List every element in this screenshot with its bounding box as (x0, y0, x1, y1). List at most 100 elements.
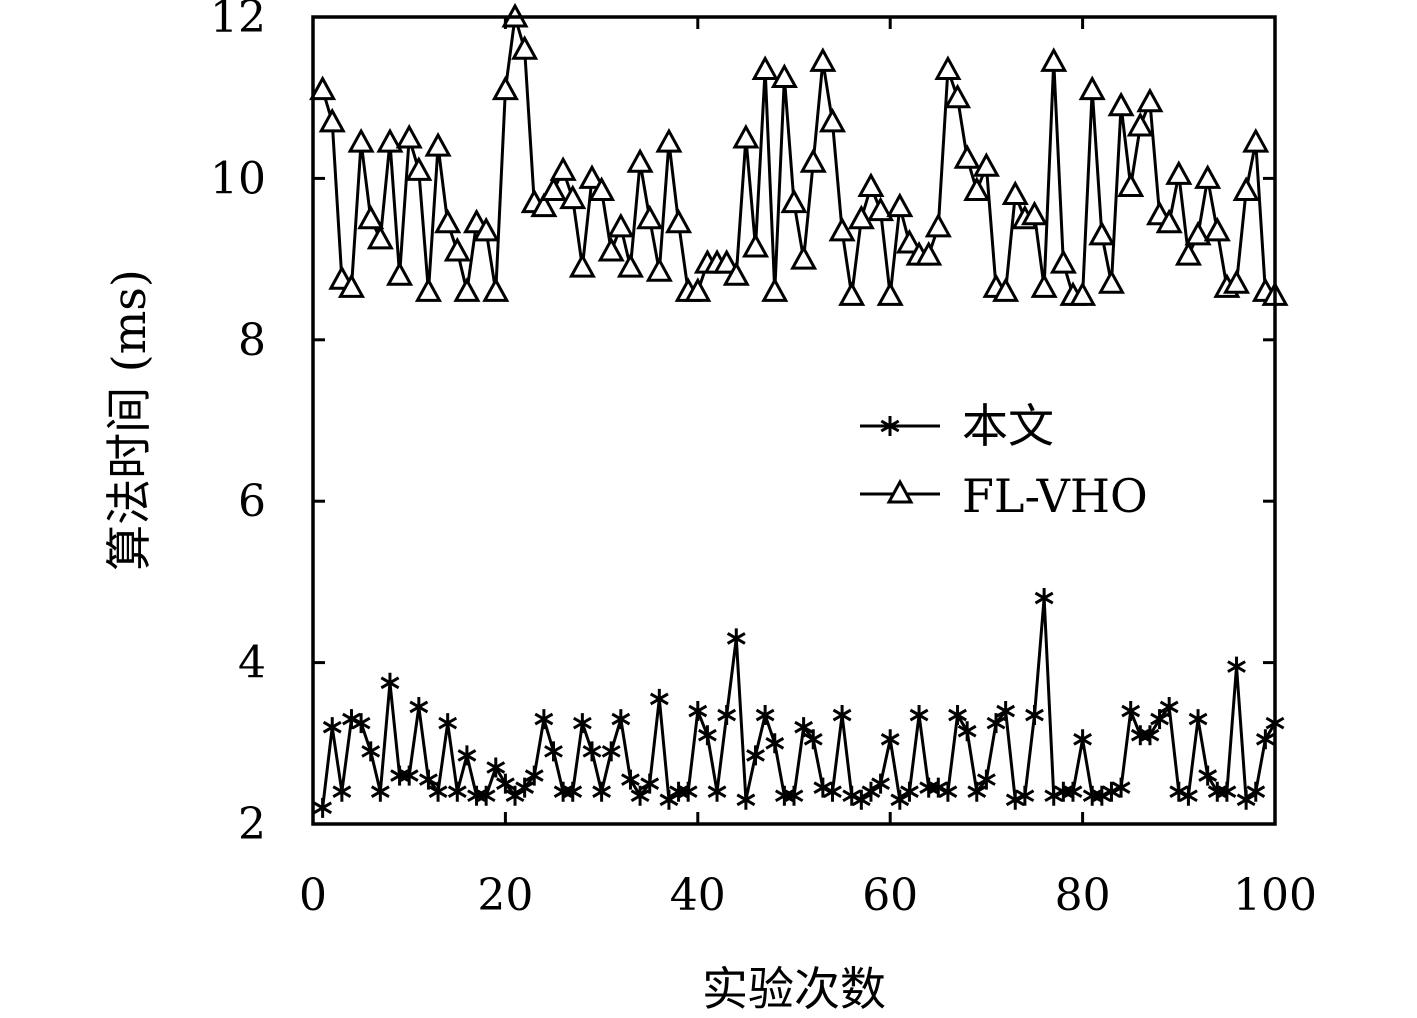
triangle-point (309, 75, 337, 101)
triangle-point (857, 172, 885, 197)
star-point (582, 741, 602, 762)
star-point (1246, 781, 1266, 802)
star-point (746, 745, 765, 766)
star-point (457, 745, 477, 766)
star-point (726, 628, 746, 649)
legend-label-fl-vho: FL-VHO (962, 469, 1148, 523)
star-point (438, 713, 458, 734)
triangle-point (559, 184, 587, 210)
triangle-point (626, 148, 654, 173)
star-point (409, 696, 429, 717)
x-tick-label: 40 (670, 870, 726, 921)
y-tick-label: 6 (238, 476, 266, 527)
triangle-point (1001, 180, 1029, 206)
star-point (563, 781, 583, 802)
star-point (505, 785, 525, 806)
triangle-point (972, 152, 1000, 177)
triangle-point (684, 277, 712, 302)
triangle-point (588, 176, 616, 202)
star-point (361, 741, 381, 762)
triangle-point (770, 63, 798, 89)
star-point (322, 717, 342, 738)
triangle-point (511, 35, 539, 60)
triangle-point (549, 156, 577, 181)
legend-item-fl-vho: FL-VHO (860, 469, 1148, 523)
star-point (1150, 709, 1169, 730)
triangle-point (1194, 164, 1222, 189)
star-point (428, 781, 448, 802)
star-point (1227, 656, 1246, 677)
star-point (880, 729, 900, 750)
triangle-point (915, 240, 943, 266)
star-point (717, 705, 737, 726)
legend-item-benwen: 本文 (860, 399, 1054, 453)
triangle-point (1126, 111, 1154, 137)
star-point (649, 688, 669, 709)
triangle-point (491, 75, 519, 101)
star-point (476, 785, 496, 806)
star-point (399, 765, 419, 786)
triangle-point (318, 107, 346, 133)
triangle-point (366, 224, 394, 250)
star-point (1015, 785, 1035, 806)
star-point (332, 781, 352, 802)
triangle-point (809, 47, 837, 72)
triangle-point (414, 277, 442, 302)
triangle-point (616, 253, 644, 278)
triangle-point (1069, 281, 1097, 306)
x-tick-label: 80 (1055, 870, 1111, 921)
triangle-point (924, 212, 952, 238)
legend: 本文 FL-VHO (860, 399, 1148, 523)
star-point (534, 709, 554, 730)
triangle-point (790, 244, 818, 270)
triangle-point (867, 196, 895, 222)
triangle-point (722, 261, 750, 286)
star-point (1217, 781, 1237, 802)
legend-star-marker (880, 416, 900, 436)
star-point (678, 781, 698, 802)
triangle-point (1107, 91, 1135, 117)
star-point (900, 781, 919, 802)
star-point (640, 773, 660, 794)
triangle-point (337, 273, 366, 298)
triangle-point (761, 277, 789, 302)
triangle-point (645, 257, 673, 282)
series-benwen (313, 588, 1285, 818)
star-point (967, 781, 987, 802)
star-point (976, 769, 996, 790)
star-point (794, 717, 814, 738)
triangle-point (876, 281, 904, 306)
triangle-point (886, 192, 914, 218)
triangle-point (1203, 216, 1231, 242)
star-point (380, 672, 400, 693)
y-axis-title: 算法时间 (ms) (102, 269, 156, 571)
triangle-point (1184, 220, 1212, 246)
x-tick-label: 0 (299, 870, 327, 921)
star-point (621, 769, 640, 790)
star-point (611, 709, 631, 730)
series-layer (309, 2, 1289, 818)
star-point (986, 713, 1006, 734)
triangle-point (1097, 269, 1125, 294)
triangle-point (847, 204, 875, 230)
triangle-point (1030, 273, 1058, 298)
triangle-point (434, 208, 462, 234)
star-point (351, 713, 371, 734)
triangle-point (472, 216, 500, 242)
star-point (957, 721, 977, 742)
triangle-point (1088, 220, 1116, 246)
star-point (688, 701, 708, 722)
y-tick-label: 10 (210, 153, 266, 204)
star-point (313, 797, 333, 818)
plot-frame (311, 15, 1277, 826)
triangle-point (568, 253, 596, 278)
triangle-point (741, 232, 770, 258)
y-tick-label: 4 (238, 638, 266, 689)
triangle-point (443, 236, 471, 262)
ticks-layer (311, 15, 1277, 826)
star-point (601, 741, 621, 762)
triangle-point (1155, 208, 1183, 234)
triangle-point (963, 176, 991, 202)
triangle-point (636, 204, 664, 230)
